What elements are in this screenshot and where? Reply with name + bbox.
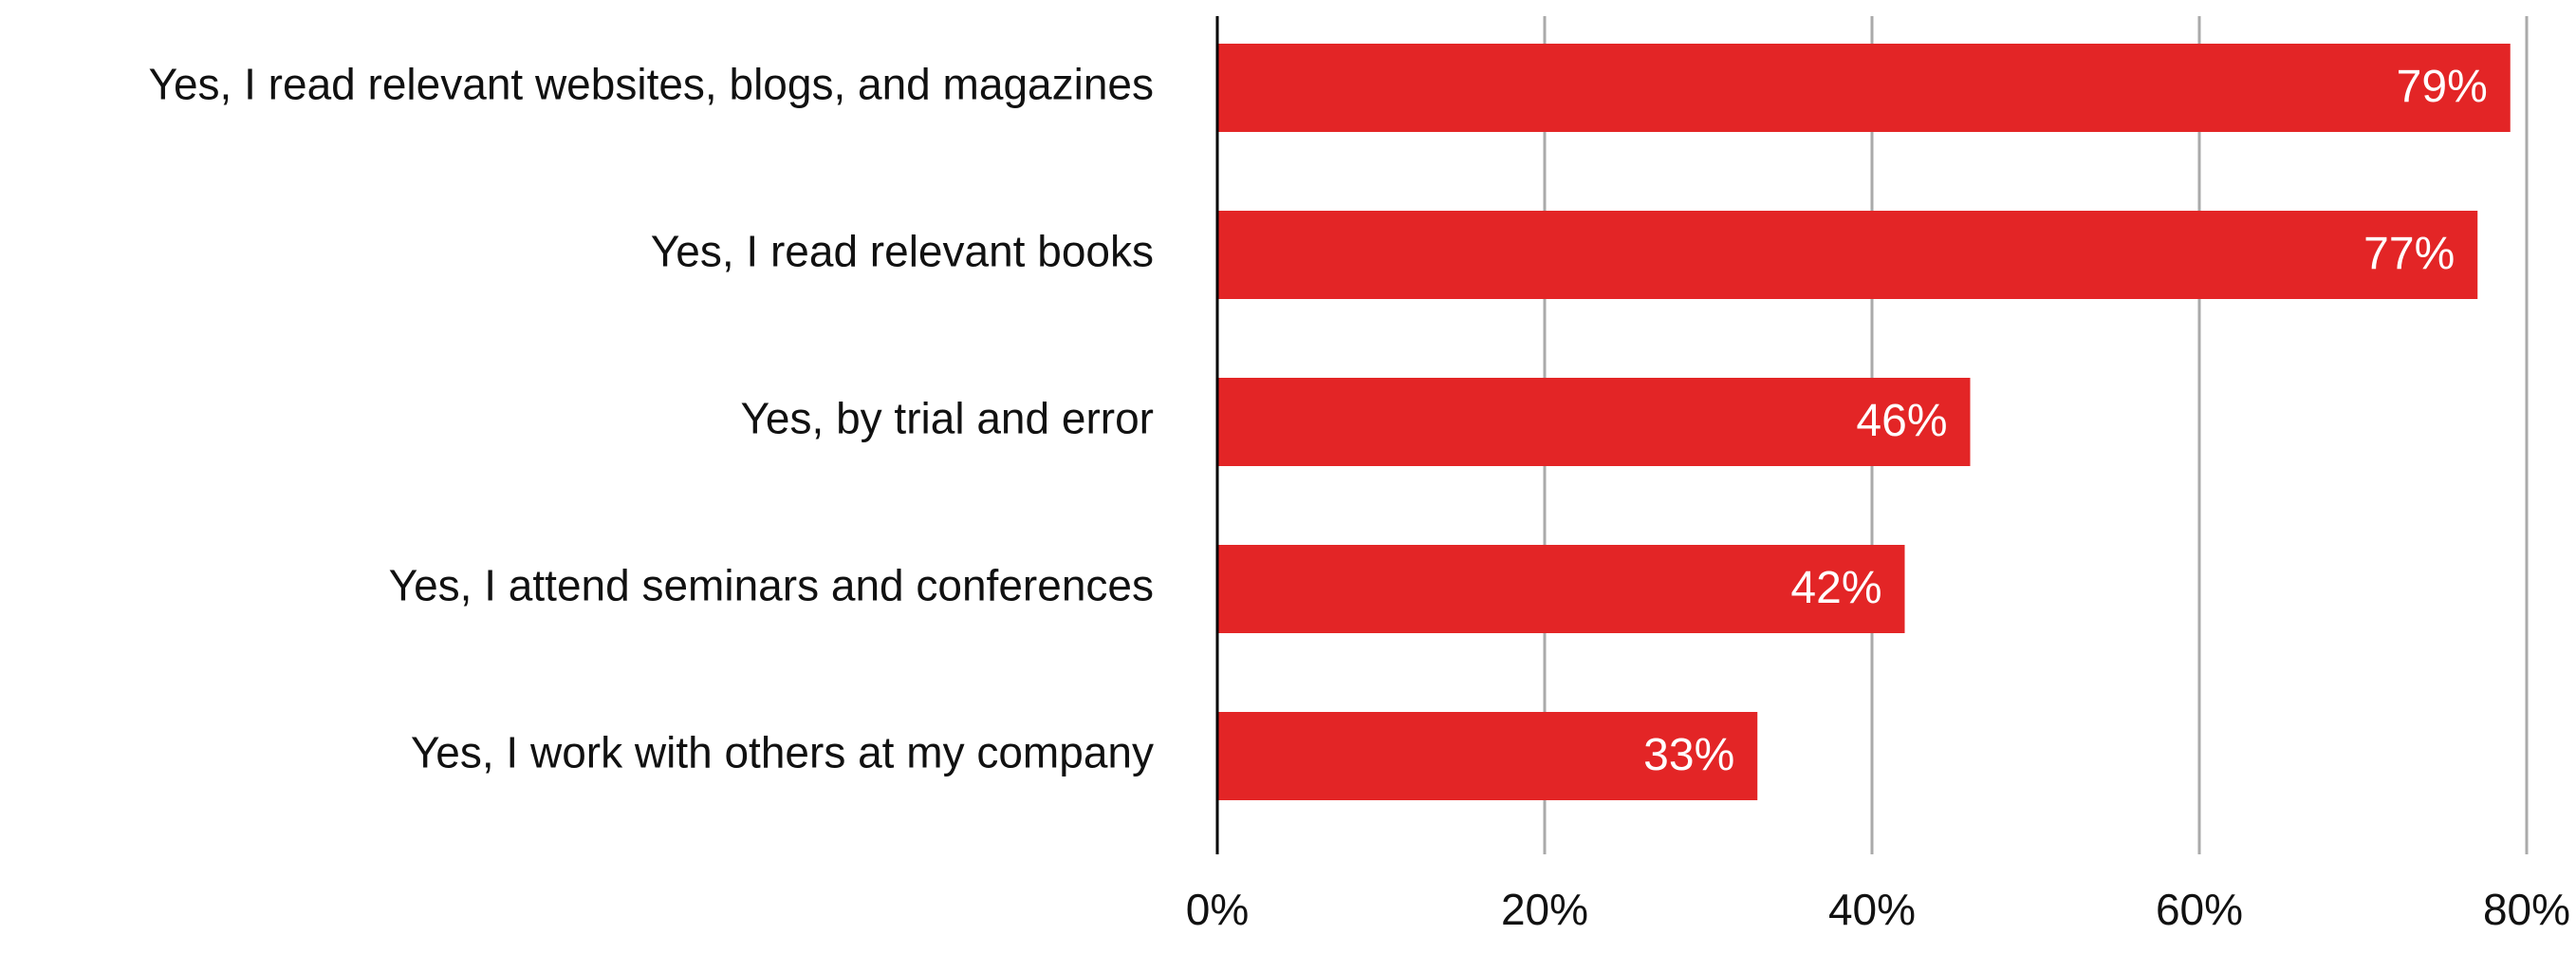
bar (1217, 44, 2511, 132)
bar (1217, 211, 2478, 299)
value-label: 42% (1790, 563, 1881, 613)
bar (1217, 712, 1758, 800)
y-tick-label: Yes, I attend seminars and conferences (389, 561, 1154, 610)
x-tick-label: 80% (2483, 885, 2570, 934)
x-tick-label: 20% (1501, 885, 1588, 934)
value-label: 77% (2363, 229, 2455, 279)
value-label: 79% (2397, 62, 2488, 112)
x-tick-label: 60% (2156, 885, 2243, 934)
y-tick-label: Yes, by trial and error (740, 394, 1154, 443)
bar (1217, 378, 1971, 466)
x-tick-label: 40% (1828, 885, 1916, 934)
y-tick-label: Yes, I read relevant books (651, 227, 1154, 276)
y-tick-label: Yes, I read relevant websites, blogs, an… (149, 60, 1154, 109)
value-label: 46% (1856, 396, 1947, 446)
x-tick-label: 0% (1186, 885, 1249, 934)
y-tick-label: Yes, I work with others at my company (411, 728, 1154, 777)
bar (1217, 545, 1905, 633)
value-label: 33% (1643, 730, 1734, 780)
